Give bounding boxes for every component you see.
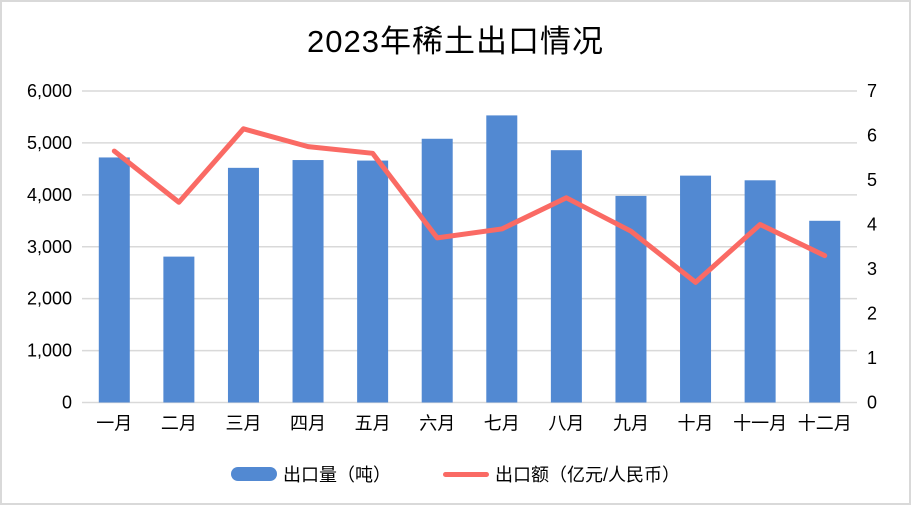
- bar: [744, 180, 776, 403]
- bar: [550, 150, 582, 403]
- y-axis-left-tick-label: 5,000: [27, 133, 72, 153]
- y-axis-left-tick-label: 1,000: [27, 341, 72, 361]
- chart-title: 2023年稀土出口情况: [307, 24, 604, 59]
- x-axis-label: 八月: [548, 414, 584, 434]
- bar-series-swatch-icon: [231, 467, 277, 481]
- x-axis-label: 十二月: [798, 414, 852, 434]
- bar: [292, 160, 324, 403]
- y-axis-right-tick-label: 2: [867, 304, 877, 324]
- x-axis-label: 十一月: [733, 414, 787, 434]
- y-axis-left-tick-label: 4,000: [27, 185, 72, 205]
- x-axis-label: 九月: [613, 414, 649, 434]
- legend-item-export-volume: 出口量（吨）: [231, 461, 391, 487]
- bar: [486, 115, 518, 403]
- line-series-swatch-icon: [443, 471, 489, 477]
- y-axis-left-tick-label: 0: [62, 393, 72, 413]
- y-axis-right-tick-label: 5: [867, 170, 877, 190]
- x-axis-label: 四月: [290, 414, 326, 434]
- y-axis-right-tick-label: 4: [867, 215, 877, 235]
- legend-label-export-volume: 出口量（吨）: [283, 465, 391, 485]
- x-axis-label: 六月: [419, 414, 455, 434]
- legend: 出口量（吨） 出口额（亿元/人民币）: [2, 461, 909, 487]
- y-axis-right-tick-label: 6: [867, 126, 877, 146]
- y-axis-left-tick-label: 2,000: [27, 289, 72, 309]
- y-axis-left-tick-label: 6,000: [27, 81, 72, 101]
- x-axis-label: 七月: [484, 414, 520, 434]
- bar: [227, 167, 259, 403]
- x-axis-label: 二月: [161, 414, 197, 434]
- y-axis-right-tick-label: 1: [867, 348, 877, 368]
- legend-item-export-value: 出口额（亿元/人民币）: [443, 461, 680, 487]
- y-axis-right-tick-label: 0: [867, 393, 877, 413]
- x-axis-label: 三月: [225, 414, 261, 434]
- bar: [163, 256, 195, 403]
- legend-label-export-value: 出口额（亿元/人民币）: [495, 465, 680, 485]
- bar: [680, 175, 712, 403]
- y-axis-left-tick-label: 3,000: [27, 237, 72, 257]
- x-axis-label: 五月: [355, 414, 391, 434]
- x-axis-label: 十月: [678, 414, 714, 434]
- bar: [421, 138, 453, 403]
- x-axis-label: 一月: [96, 414, 132, 434]
- y-axis-right-tick-label: 7: [867, 81, 877, 101]
- bar: [98, 157, 130, 403]
- export-value-line: [111, 126, 828, 285]
- bar: [357, 160, 389, 403]
- y-axis-right-tick-label: 3: [867, 259, 877, 279]
